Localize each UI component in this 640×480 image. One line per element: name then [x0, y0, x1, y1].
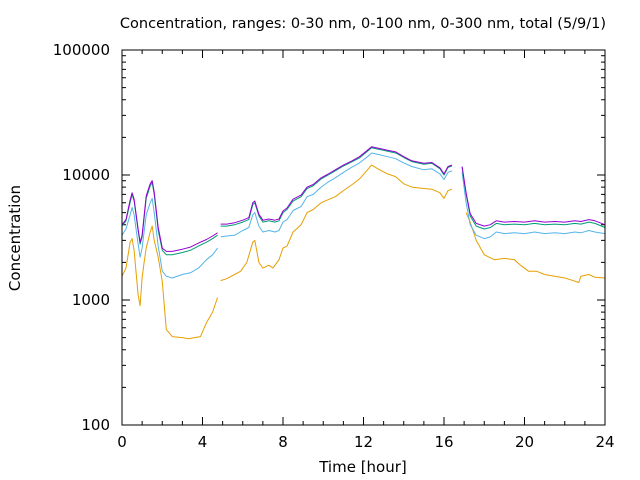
y-tick-label: 10000: [62, 166, 110, 184]
x-tick-label: 0: [117, 433, 127, 451]
x-tick-label: 20: [515, 433, 534, 451]
axes: 0 4 8 12 16 20 24 100 1000 10000 100000: [53, 41, 615, 451]
series-lines: [121, 146, 606, 340]
series-line-4: [121, 146, 606, 252]
x-tick-label: 16: [434, 433, 453, 451]
series-line-1: [121, 164, 606, 340]
x-tick-label: 4: [198, 433, 208, 451]
series-line-2: [121, 152, 606, 279]
y-tick-label: 100000: [53, 41, 110, 59]
x-axis-label: Time [hour]: [318, 458, 407, 476]
x-tick-label: 12: [354, 433, 373, 451]
series-line-3: [121, 147, 606, 256]
y-tick-label: 1000: [72, 291, 110, 309]
chart-title: Concentration, ranges: 0-30 nm, 0-100 nm…: [120, 16, 606, 32]
y-axis-label: Concentration: [6, 185, 24, 291]
x-tick-label: 8: [278, 433, 288, 451]
x-tick-label: 24: [595, 433, 614, 451]
y-tick-label: 100: [81, 416, 110, 434]
plot-frame: [121, 49, 606, 426]
